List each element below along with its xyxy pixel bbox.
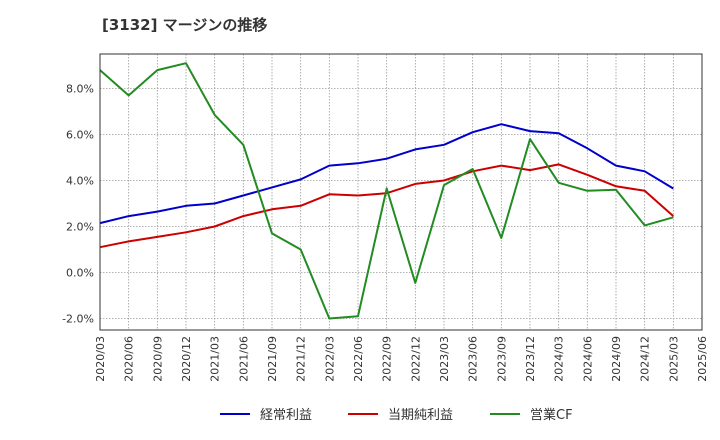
series-line-2: [99, 163, 674, 249]
x-tick-label: 2023/09: [495, 336, 508, 382]
legend-label-2: 当期純利益: [388, 408, 453, 423]
x-tick-label: 2024/12: [639, 336, 652, 382]
x-tick-label: 2022/06: [352, 336, 365, 382]
x-tick-label: 2025/06: [696, 336, 709, 382]
x-tick-label: 2023/06: [467, 336, 480, 382]
series-line-1: [99, 123, 674, 225]
x-tick-label: 2023/12: [524, 336, 537, 382]
y-tick-label: 2.0%: [66, 221, 94, 234]
series-line-3: [99, 62, 674, 320]
y-tick-label: 4.0%: [66, 175, 94, 188]
legend-label-1: 経常利益: [260, 408, 312, 423]
chart-title: [3132] マージンの推移: [102, 16, 268, 34]
plot-frame: [99, 53, 703, 331]
x-tick-label: 2022/12: [409, 336, 422, 382]
series-lines: [99, 62, 674, 320]
x-axis-ticks: 2020/03 2020/06 2020/09 2020/12 2021/03 2021/…: [94, 336, 709, 382]
x-tick-label: 2021/06: [237, 336, 250, 382]
legend: 経常利益 当期純利益 営業CF: [220, 407, 573, 423]
x-tick-label: 2020/12: [180, 336, 193, 382]
x-tick-label: 2021/03: [209, 336, 222, 382]
x-tick-label: 2025/03: [667, 336, 680, 382]
x-tick-label: 2024/06: [581, 336, 594, 382]
y-tick-label: 6.0%: [66, 129, 94, 142]
grid: [99, 54, 703, 330]
y-tick-label: 8.0%: [66, 83, 94, 96]
x-tick-label: 2020/09: [151, 336, 164, 382]
x-tick-label: 2022/09: [381, 336, 394, 382]
x-tick-label: 2021/12: [295, 336, 308, 382]
x-tick-label: 2024/09: [610, 336, 623, 382]
y-tick-label: -2.0%: [62, 313, 94, 326]
x-tick-label: 2024/03: [553, 336, 566, 382]
x-tick-label: 2021/09: [266, 336, 279, 382]
x-tick-label: 2023/03: [438, 336, 451, 382]
y-axis-ticks: -2.0% 0.0% 2.0% 4.0% 6.0% 8.0%: [62, 83, 94, 326]
y-tick-label: 0.0%: [66, 267, 94, 280]
x-tick-label: 2022/03: [323, 336, 336, 382]
x-tick-label: 2020/06: [123, 336, 136, 382]
x-tick-label: 2020/03: [94, 336, 107, 382]
legend-label-3: 営業CF: [530, 407, 573, 423]
